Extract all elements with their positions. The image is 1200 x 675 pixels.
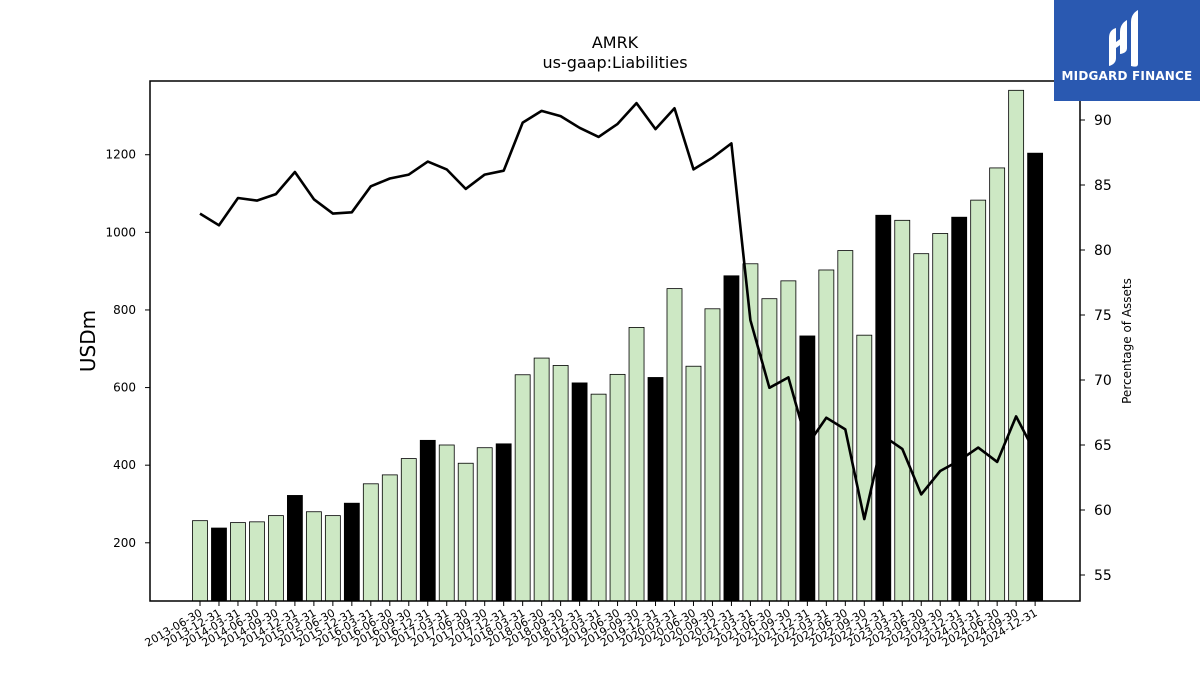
chart-subtitle: us-gaap:Liabilities: [542, 53, 687, 72]
bar-2014-12-31: [286, 495, 303, 602]
y-tick-label: 1000: [105, 225, 136, 239]
bar-2017-09-30: [476, 447, 493, 602]
bar-2021-09-30: [780, 280, 797, 602]
bar-2022-03-31: [818, 269, 835, 602]
midgard-logo-icon: [1109, 10, 1138, 67]
y2-tick-label: 80: [1094, 243, 1112, 259]
bar-2016-06-30: [381, 474, 398, 602]
bar-2013-12-31: [211, 527, 227, 602]
x-axis: 2013-06-302013-12-312014-03-312014-06-30…: [143, 601, 1040, 650]
bar-2019-03-31: [590, 393, 607, 602]
bar-2016-03-31: [362, 483, 379, 602]
logo-text: MIDGARD FINANCE: [1061, 69, 1193, 83]
bar-2019-09-30: [628, 327, 645, 602]
bar-2022-09-30: [856, 334, 873, 602]
y-tick-label: 1200: [105, 148, 136, 162]
bar-2023-09-30: [932, 233, 949, 602]
bar-2024-06-30: [989, 167, 1006, 602]
bar-2014-09-30: [268, 515, 284, 602]
bar-2021-06-30: [761, 298, 778, 602]
bar-2015-03-31: [305, 511, 322, 602]
bar-2014-06-30: [249, 521, 265, 602]
bar-2022-12-31: [875, 214, 892, 602]
bar-2014-03-31: [230, 522, 246, 602]
bar-2023-06-30: [913, 253, 930, 602]
bar-2021-12-31: [799, 335, 816, 602]
bar-2013-06-30: [192, 520, 208, 602]
bar-2020-06-30: [685, 365, 702, 602]
bar-2018-09-30: [552, 365, 569, 602]
plot-frame: [149, 80, 1081, 602]
y2-tick-label: 85: [1094, 178, 1112, 194]
percentage-of-assets-line: [199, 101, 1037, 521]
bar-2020-09-30: [704, 308, 721, 602]
y-tick-label: 200: [113, 536, 136, 550]
bar-2015-12-31: [343, 502, 360, 602]
percentage-line-series: [199, 101, 1037, 521]
bar-2018-03-31: [514, 374, 531, 602]
bar-2017-06-30: [457, 462, 474, 602]
bar-2019-12-31: [647, 377, 664, 602]
bar-series: [192, 89, 1044, 602]
bar-2024-03-31: [970, 199, 987, 602]
right-y-axis: 55 60 65 70 75 80 85 90: [1080, 113, 1112, 584]
bar-2016-12-31: [419, 439, 436, 602]
midgard-finance-logo: MIDGARD FINANCE: [1054, 0, 1200, 101]
bar-2016-09-30: [400, 458, 417, 602]
y2-tick-label: 55: [1094, 568, 1112, 584]
bar-2024-09-30: [1008, 89, 1025, 602]
y-tick-label: 800: [113, 303, 136, 317]
bar-2024-12-31: [1027, 152, 1044, 602]
y2-tick-label: 75: [1094, 308, 1112, 324]
y2-tick-label: 60: [1094, 503, 1112, 519]
bar-2017-03-31: [438, 444, 455, 602]
y-axis-label: USDm: [76, 310, 100, 372]
y-tick-label: 600: [113, 381, 136, 395]
bar-2018-06-30: [533, 357, 550, 602]
bar-2020-12-31: [723, 275, 740, 602]
y-tick-label: 400: [113, 458, 136, 472]
bar-2015-06-30: [324, 515, 341, 602]
bar-2020-03-31: [666, 288, 683, 602]
y2-tick-label: 70: [1094, 373, 1112, 389]
bar-2018-12-31: [571, 382, 588, 602]
chart-title: AMRK: [592, 33, 639, 52]
bar-2023-12-31: [951, 216, 968, 602]
left-y-axis: 200 400 600 800 1000 1200: [105, 148, 150, 550]
bar-2019-06-30: [609, 373, 626, 602]
y2-tick-label: 65: [1094, 438, 1112, 454]
bar-2017-12-31: [495, 443, 512, 602]
y2-tick-label: 90: [1094, 113, 1112, 129]
right-y-axis-label: Percentage of Assets: [1120, 278, 1134, 404]
bar-2023-03-31: [894, 219, 911, 602]
